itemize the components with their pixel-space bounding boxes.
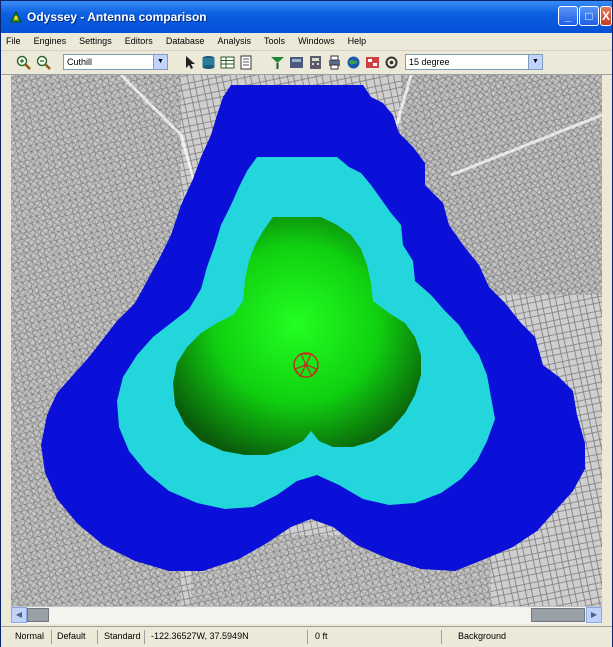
- menu-engines[interactable]: Engines: [33, 36, 67, 46]
- angle-combo-value: 15 degree: [409, 57, 450, 67]
- database-icon[interactable]: [200, 54, 217, 71]
- close-button[interactable]: X: [600, 6, 612, 26]
- status-layer: Background: [458, 631, 507, 641]
- menu-editors[interactable]: Editors: [124, 36, 153, 46]
- minimize-button[interactable]: _: [558, 6, 578, 26]
- angle-combo[interactable]: 15 degree ▼: [405, 54, 543, 70]
- status-separator: [307, 630, 308, 644]
- horizontal-scrollbar[interactable]: ◀ ▶: [11, 606, 602, 624]
- menu-bar: File Engines Settings Editors Database A…: [1, 33, 612, 51]
- title-bar[interactable]: Odyssey - Antenna comparison _ □ X: [1, 1, 612, 33]
- layer-combo-value: Cuthill: [67, 57, 93, 67]
- menu-analysis[interactable]: Analysis: [217, 36, 251, 46]
- calculator-icon[interactable]: [307, 54, 324, 71]
- scroll-thumb-right[interactable]: [531, 608, 585, 622]
- status-value: 0 ft: [315, 631, 328, 641]
- globe-icon[interactable]: [345, 54, 362, 71]
- zoom-in-icon[interactable]: [15, 54, 32, 71]
- menu-help[interactable]: Help: [347, 36, 367, 46]
- menu-settings[interactable]: Settings: [79, 36, 112, 46]
- status-bar: Normal Default Standard -122.36527W, 37.…: [1, 626, 612, 647]
- window-title: Odyssey - Antenna comparison: [27, 10, 207, 24]
- document-icon[interactable]: [238, 54, 255, 71]
- menu-tools[interactable]: Tools: [264, 36, 286, 46]
- antenna-icon[interactable]: [269, 54, 286, 71]
- maximize-button[interactable]: □: [579, 6, 599, 26]
- status-separator: [441, 630, 442, 644]
- zoom-out-icon[interactable]: [35, 54, 52, 71]
- left-frame: [1, 75, 11, 623]
- status-type: Standard: [104, 631, 141, 641]
- map-grid-icon[interactable]: [364, 54, 381, 71]
- layer-combo[interactable]: Cuthill ▼: [63, 54, 168, 70]
- coverage-map[interactable]: [11, 75, 602, 606]
- status-separator: [51, 630, 52, 644]
- scroll-thumb[interactable]: [27, 608, 49, 622]
- menu-database[interactable]: Database: [165, 36, 205, 46]
- status-separator: [144, 630, 145, 644]
- coverage-inner-core: [173, 217, 421, 455]
- menu-file[interactable]: File: [6, 36, 21, 46]
- chevron-down-icon: ▼: [528, 55, 542, 69]
- pointer-icon[interactable]: [181, 54, 198, 71]
- map-view[interactable]: [11, 75, 602, 606]
- status-coordinates: -122.36527W, 37.5949N: [151, 631, 249, 641]
- menu-windows[interactable]: Windows: [298, 36, 335, 46]
- table-icon[interactable]: [219, 54, 236, 71]
- grid-icon[interactable]: [288, 54, 305, 71]
- printer-icon[interactable]: [326, 54, 343, 71]
- status-profile: Default: [57, 631, 86, 641]
- scroll-right-icon[interactable]: ▶: [586, 607, 602, 623]
- right-frame: [602, 75, 612, 623]
- toolbar: Cuthill ▼: [1, 51, 612, 75]
- settings-icon[interactable]: [383, 54, 400, 71]
- app-icon: [10, 10, 22, 23]
- antenna-site-marker[interactable]: [293, 352, 319, 378]
- chevron-down-icon: ▼: [153, 55, 167, 69]
- scroll-left-icon[interactable]: ◀: [11, 607, 27, 623]
- status-mode: Normal: [15, 631, 45, 641]
- status-separator: [97, 630, 98, 644]
